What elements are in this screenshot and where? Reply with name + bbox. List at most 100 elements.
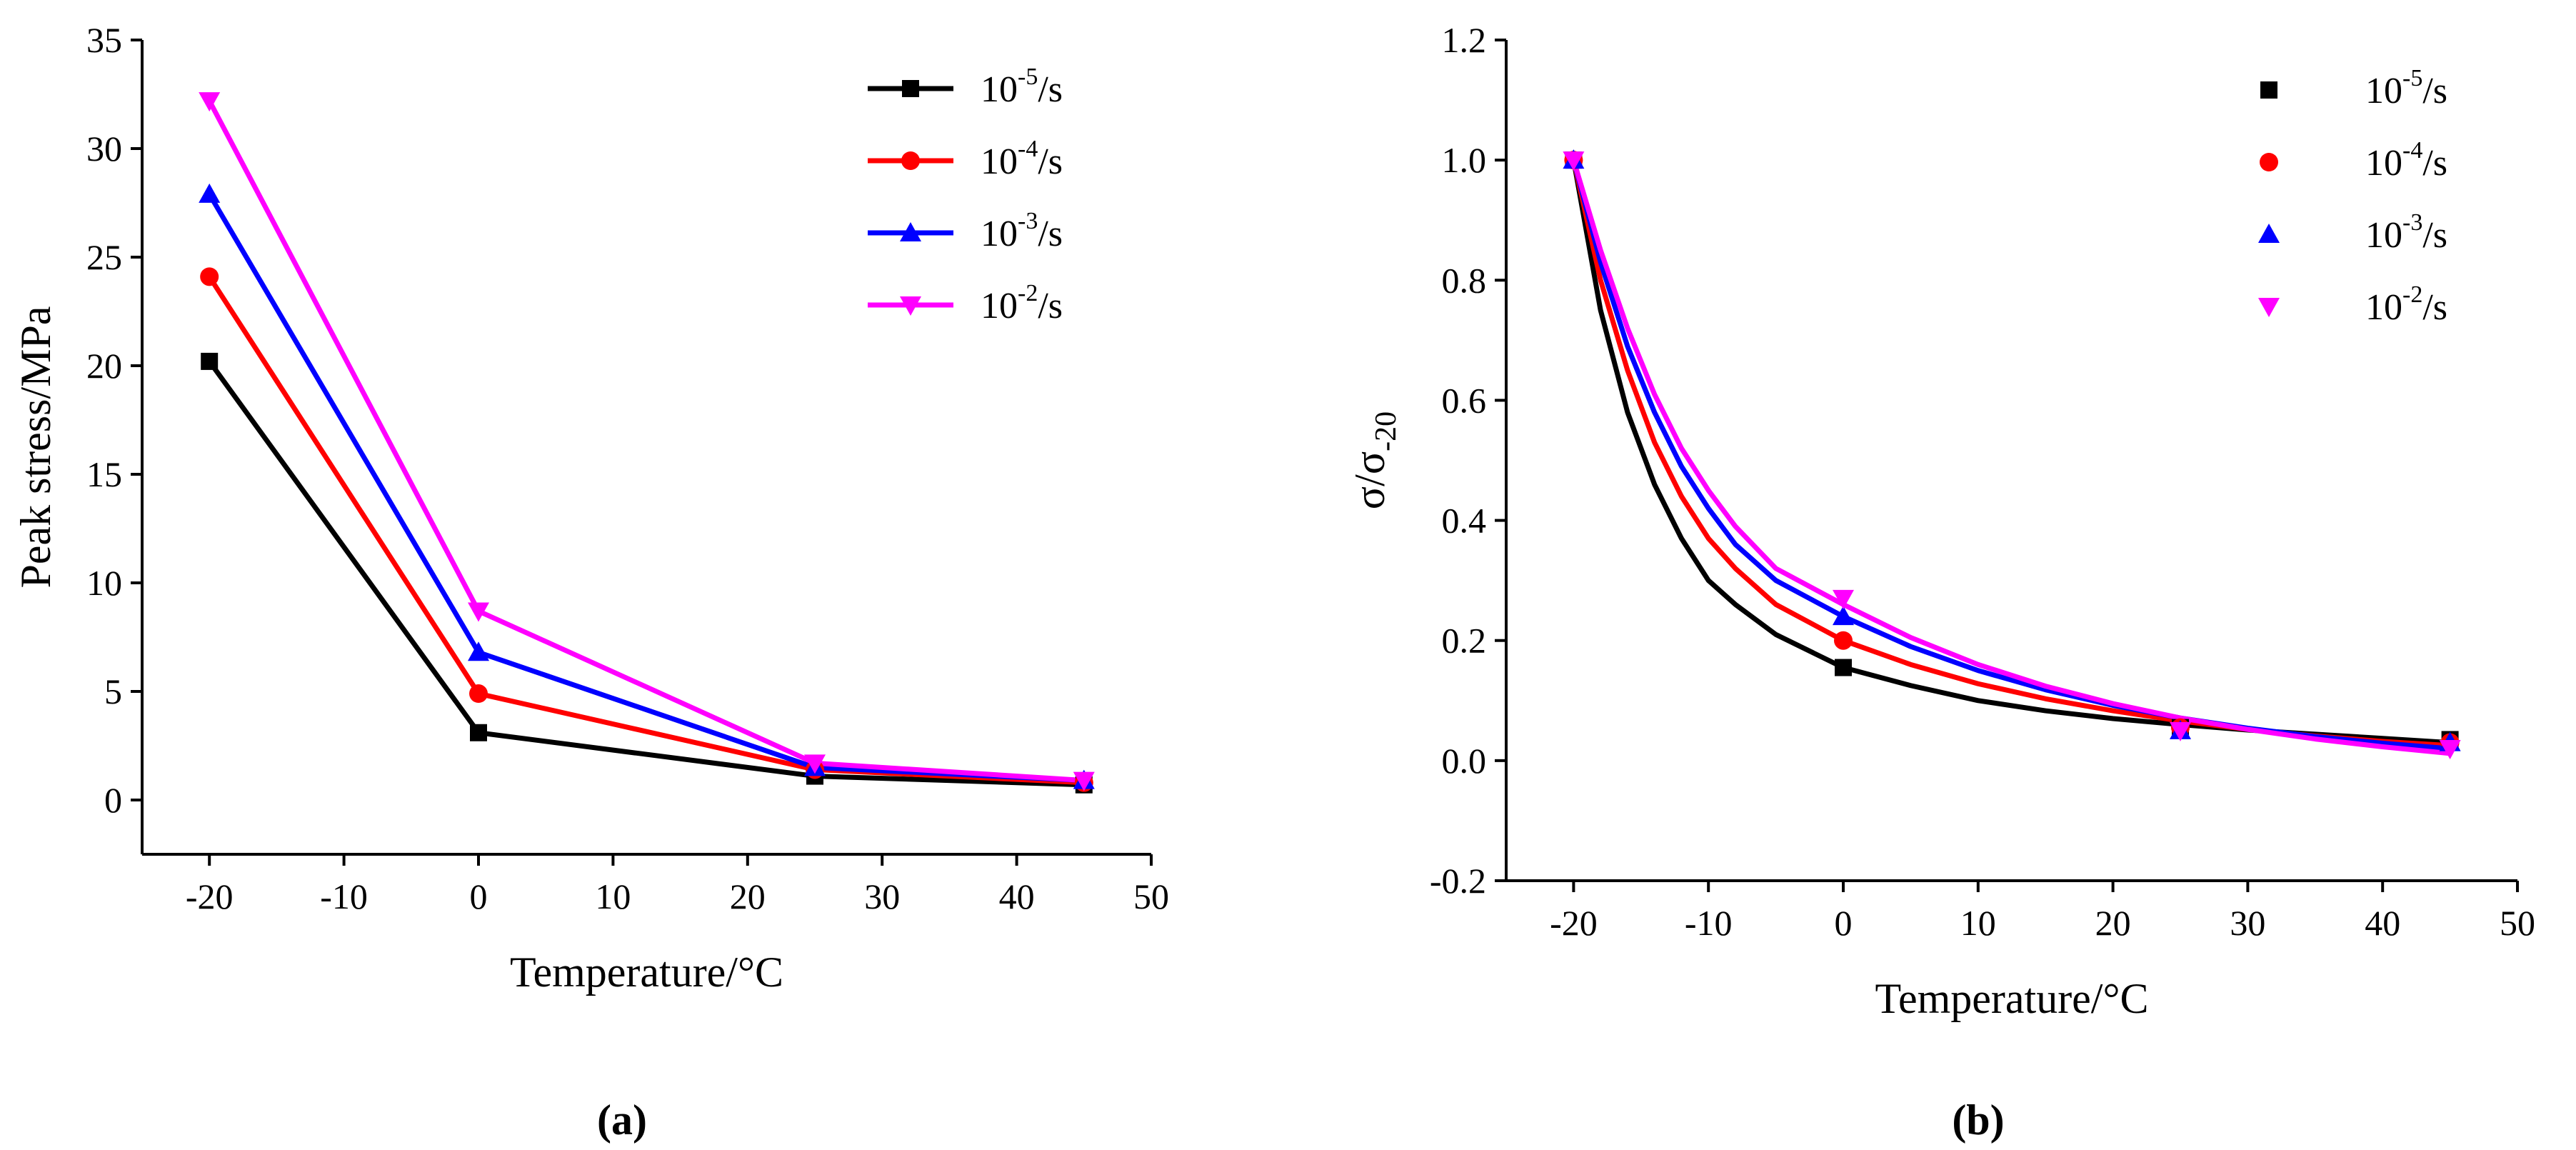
- legend-label-exponent: -5: [2402, 65, 2422, 91]
- x-tick-label: 50: [1133, 876, 1169, 916]
- legend-label: 10-5/s: [981, 64, 1063, 110]
- y-tick-label: 0.8: [1442, 260, 1487, 300]
- x-tick-label: 10: [595, 876, 631, 916]
- y-tick-label: 0: [104, 780, 122, 820]
- legend-label-unit: /s: [2422, 287, 2447, 328]
- y-tick-label: 1.0: [1442, 140, 1487, 180]
- data-point: [468, 641, 489, 661]
- legend-label: 10-4/s: [2365, 137, 2447, 184]
- legend-label-base: 10: [981, 141, 1018, 182]
- y-tick-label: 5: [104, 671, 122, 711]
- y-axis-label-main: σ/σ: [1346, 451, 1393, 509]
- y-axis-label-subscript: -20: [1370, 411, 1403, 451]
- y-tick-label: 15: [86, 454, 122, 494]
- legend-marker: [902, 80, 919, 97]
- x-tick-label: 20: [2095, 903, 2131, 943]
- panel-a-caption: (a): [597, 1096, 647, 1144]
- fit-curve: [1570, 159, 2450, 749]
- y-tick-label: 0.6: [1442, 380, 1487, 420]
- series-line: [207, 193, 1084, 784]
- legend-label-unit: /s: [1038, 214, 1063, 254]
- legend-label-exponent: -5: [1018, 64, 1038, 90]
- panel-a-chart: -20 -10 0 10 20 30 40 50 0 5 10 15 20 25 30 35 Temperatu…: [12, 20, 1169, 996]
- legend-label-exponent: -2: [2402, 281, 2422, 308]
- legend-label: 10-5/s: [2365, 65, 2447, 111]
- legend-label-base: 10: [2365, 71, 2402, 111]
- legend-marker: [901, 151, 920, 170]
- y-tick-label: -0.2: [1430, 861, 1486, 901]
- legend-label-exponent: -2: [1018, 280, 1038, 306]
- data-point: [470, 724, 487, 741]
- legend-label-unit: /s: [1038, 69, 1063, 110]
- y-tick-label: 25: [86, 237, 122, 277]
- x-tick-label: 40: [2365, 903, 2400, 943]
- x-tick-label: -20: [186, 876, 234, 916]
- legend-label: 10-2/s: [2365, 281, 2447, 328]
- y-tick-label: 30: [86, 129, 122, 169]
- x-tick-label: 10: [1960, 903, 1996, 943]
- legend-label: 10-2/s: [981, 280, 1063, 326]
- x-axis-label: Temperature/°C: [510, 949, 783, 996]
- x-tick-label: 20: [730, 876, 766, 916]
- data-point: [199, 183, 221, 203]
- legend-label-base: 10: [981, 214, 1018, 254]
- x-tick-label: 40: [999, 876, 1035, 916]
- data-point: [2439, 740, 2461, 760]
- legend-label-exponent: -3: [1018, 208, 1038, 234]
- y-tick-label: 1.2: [1442, 20, 1487, 60]
- y-tick-label: 0.4: [1442, 501, 1487, 541]
- y-axis-label: Peak stress/MPa: [12, 306, 59, 589]
- data-point: [200, 267, 219, 286]
- legend-label: 10-3/s: [981, 208, 1063, 254]
- legend-label: 10-4/s: [981, 136, 1063, 182]
- data-point: [201, 352, 219, 370]
- legend-label-base: 10: [2365, 215, 2402, 256]
- series-line: [207, 99, 1085, 784]
- legend-label-unit: /s: [2422, 143, 2447, 184]
- data-point: [1833, 606, 1854, 626]
- x-tick-label: 0: [1835, 903, 1853, 943]
- legend-marker: [2258, 298, 2280, 317]
- data-point: [469, 684, 488, 704]
- x-tick-label: 30: [864, 876, 900, 916]
- panel-b-chart: -20 -10 0 10 20 30 40 50 -0.2 0.0 0.2 0.4 0.6 0.8 1.0 1…: [1346, 20, 2535, 1022]
- fit-curve: [1570, 159, 2450, 746]
- y-tick-label: 35: [86, 20, 122, 60]
- fit-curve: [1571, 159, 2450, 751]
- y-tick-label: 0.0: [1442, 741, 1487, 781]
- y-tick-label: 0.2: [1442, 621, 1487, 661]
- legend-marker: [900, 296, 921, 316]
- legend-label-exponent: -4: [1018, 136, 1038, 162]
- x-tick-label: -10: [1685, 903, 1733, 943]
- data-point: [2170, 721, 2191, 741]
- data-point: [1073, 771, 1095, 791]
- legend-label-unit: /s: [1038, 286, 1063, 326]
- x-tick-label: 50: [2500, 903, 2535, 943]
- data-point: [199, 92, 221, 112]
- series-line: [207, 359, 1084, 788]
- data-point: [1834, 631, 1853, 650]
- data-point: [1833, 589, 1854, 609]
- x-tick-label: 30: [2230, 903, 2265, 943]
- legend-marker: [2258, 224, 2280, 243]
- data-point: [468, 602, 489, 622]
- y-tick-label: 20: [86, 346, 122, 386]
- legend-label-unit: /s: [2422, 215, 2447, 256]
- legend-label-base: 10: [2365, 287, 2402, 328]
- legend-marker: [2260, 81, 2277, 99]
- data-point: [804, 754, 826, 774]
- legend-label-unit: /s: [1038, 141, 1063, 182]
- data-point: [1563, 151, 1585, 171]
- legend-label-exponent: -3: [2402, 209, 2422, 236]
- x-tick-label: 0: [470, 876, 488, 916]
- x-tick-label: -20: [1550, 903, 1598, 943]
- x-axis-label: Temperature/°C: [1875, 975, 2149, 1022]
- legend-label-unit: /s: [2422, 71, 2447, 111]
- legend-label-base: 10: [981, 69, 1018, 110]
- data-point: [1835, 659, 1852, 676]
- legend-marker: [900, 222, 921, 241]
- legend-label-exponent: -4: [2402, 137, 2422, 164]
- x-tick-label: -10: [320, 876, 368, 916]
- panel-b-caption: (b): [1952, 1096, 2004, 1144]
